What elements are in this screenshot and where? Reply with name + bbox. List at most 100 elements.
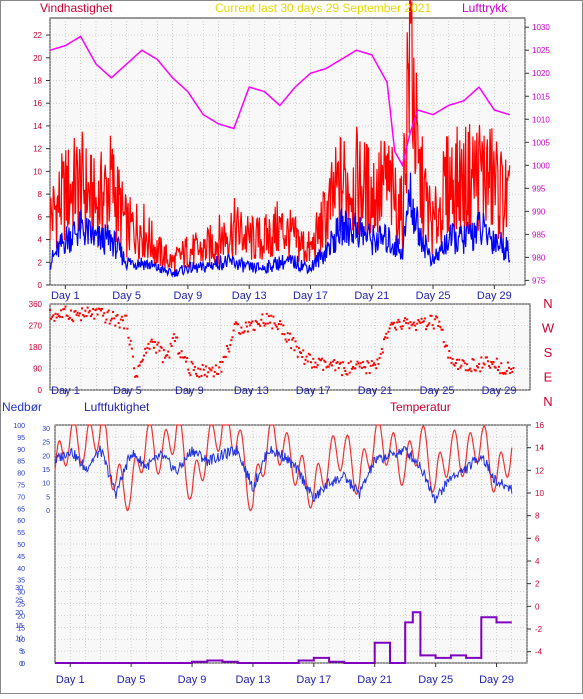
direction-point [475, 365, 478, 368]
humidity-mm-ylabel-5: 25 [42, 440, 50, 447]
direction-point [82, 314, 85, 317]
direction-point [189, 374, 192, 377]
direction-point [180, 350, 183, 353]
direction-point [260, 318, 263, 321]
pressure-ylabel-1: 980 [532, 253, 546, 262]
direction-point [143, 354, 146, 357]
direction-point [303, 362, 306, 365]
direction-point [292, 336, 295, 339]
labels-layer: Vindhastighet Current last 30 days 29 Se… [2, 1, 508, 414]
direction-point [490, 361, 493, 364]
direction-point [183, 356, 186, 359]
direction-point [209, 368, 212, 371]
direction-point [113, 317, 116, 320]
direction-point [137, 365, 140, 368]
direction-point [405, 321, 408, 324]
direction-point [219, 361, 222, 364]
direction-point [482, 362, 485, 365]
direction-point [127, 336, 130, 339]
direction-point [276, 328, 279, 331]
direction-point [160, 346, 163, 349]
direction-point [311, 366, 314, 369]
direction-point [443, 345, 446, 348]
temp-ylabel-8: 12 [535, 466, 544, 475]
direction-point [417, 318, 420, 321]
direction-point [92, 307, 95, 310]
pressure-ylabel-5: 1000 [532, 161, 550, 170]
direction-point [228, 350, 231, 353]
direction-ylabel-0: 0 [38, 386, 43, 395]
direction-point [376, 358, 379, 361]
direction-point [248, 321, 251, 324]
direction-point [286, 332, 289, 335]
direction-point [287, 338, 290, 341]
direction-point [238, 332, 241, 335]
temp-ylabel-0: -4 [535, 648, 543, 657]
humidity-ylabel-5: 25 [17, 602, 25, 609]
temp-ylabel-7: 10 [535, 489, 544, 498]
wind-ylabel-8: 16 [33, 99, 42, 108]
direction-point [371, 364, 374, 367]
direction-point [156, 343, 159, 346]
direction-point [147, 342, 150, 345]
title-temperature: Temperatur [390, 400, 451, 414]
direction-point [74, 309, 77, 312]
direction-point [177, 352, 180, 355]
direction-point [225, 345, 228, 348]
direction-point [365, 372, 368, 375]
direction-point [493, 365, 496, 368]
direction-point [201, 363, 204, 366]
pressure-ylabel-4: 995 [532, 184, 546, 193]
wind-ylabel-0: 0 [38, 281, 43, 290]
direction-point [477, 366, 480, 369]
panel1-xlabel-1: Day 5 [112, 290, 141, 302]
direction-point [146, 346, 149, 349]
humidity-ylabel-8: 40 [17, 566, 25, 573]
direction-point [308, 353, 311, 356]
panel1-xlabel-0: Day 1 [51, 290, 80, 302]
direction-point [93, 317, 96, 320]
direction-point [263, 324, 266, 327]
direction-point [165, 354, 168, 357]
direction-point [302, 349, 305, 352]
direction-point [364, 366, 367, 369]
humidity-ylabel-14: 70 [17, 494, 25, 501]
direction-point [99, 309, 102, 312]
panel3-xlabel-6: Day 25 [418, 674, 453, 686]
rain-ylabel-4: 20 [15, 610, 23, 617]
direction-point [223, 355, 226, 358]
direction-point [124, 314, 127, 317]
direction-point [217, 372, 220, 375]
direction-point [235, 322, 238, 325]
panel2-xlabel-5: Day 21 [358, 385, 393, 397]
direction-point [422, 320, 425, 323]
direction-point [510, 368, 513, 371]
direction-point [297, 347, 300, 350]
direction-point [434, 315, 437, 318]
panel3-xlabel-0: Day 1 [56, 674, 85, 686]
wind-ylabel-10: 20 [33, 54, 42, 63]
direction-ylabel-3: 270 [29, 322, 43, 331]
panel3-xlabel-3: Day 13 [236, 674, 271, 686]
direction-point [102, 314, 105, 317]
direction-point [152, 346, 155, 349]
direction-point [283, 333, 286, 336]
direction-point [141, 358, 144, 361]
temp-ylabel-6: 8 [535, 512, 540, 521]
direction-point [312, 357, 315, 360]
direction-point [149, 340, 152, 343]
direction-point [509, 372, 512, 375]
temp-ylabel-9: 14 [535, 444, 544, 453]
direction-point [348, 371, 351, 374]
direction-point [388, 327, 391, 330]
direction-point [125, 314, 128, 317]
direction-point [457, 368, 460, 371]
direction-point [454, 362, 457, 365]
rain-ylabel-0: 0 [19, 661, 23, 668]
direction-point [51, 315, 54, 318]
direction-point [256, 323, 259, 326]
wind-ylabel-1: 2 [38, 258, 43, 267]
direction-point [252, 328, 255, 331]
direction-point [123, 327, 126, 330]
direction-point [135, 374, 138, 377]
